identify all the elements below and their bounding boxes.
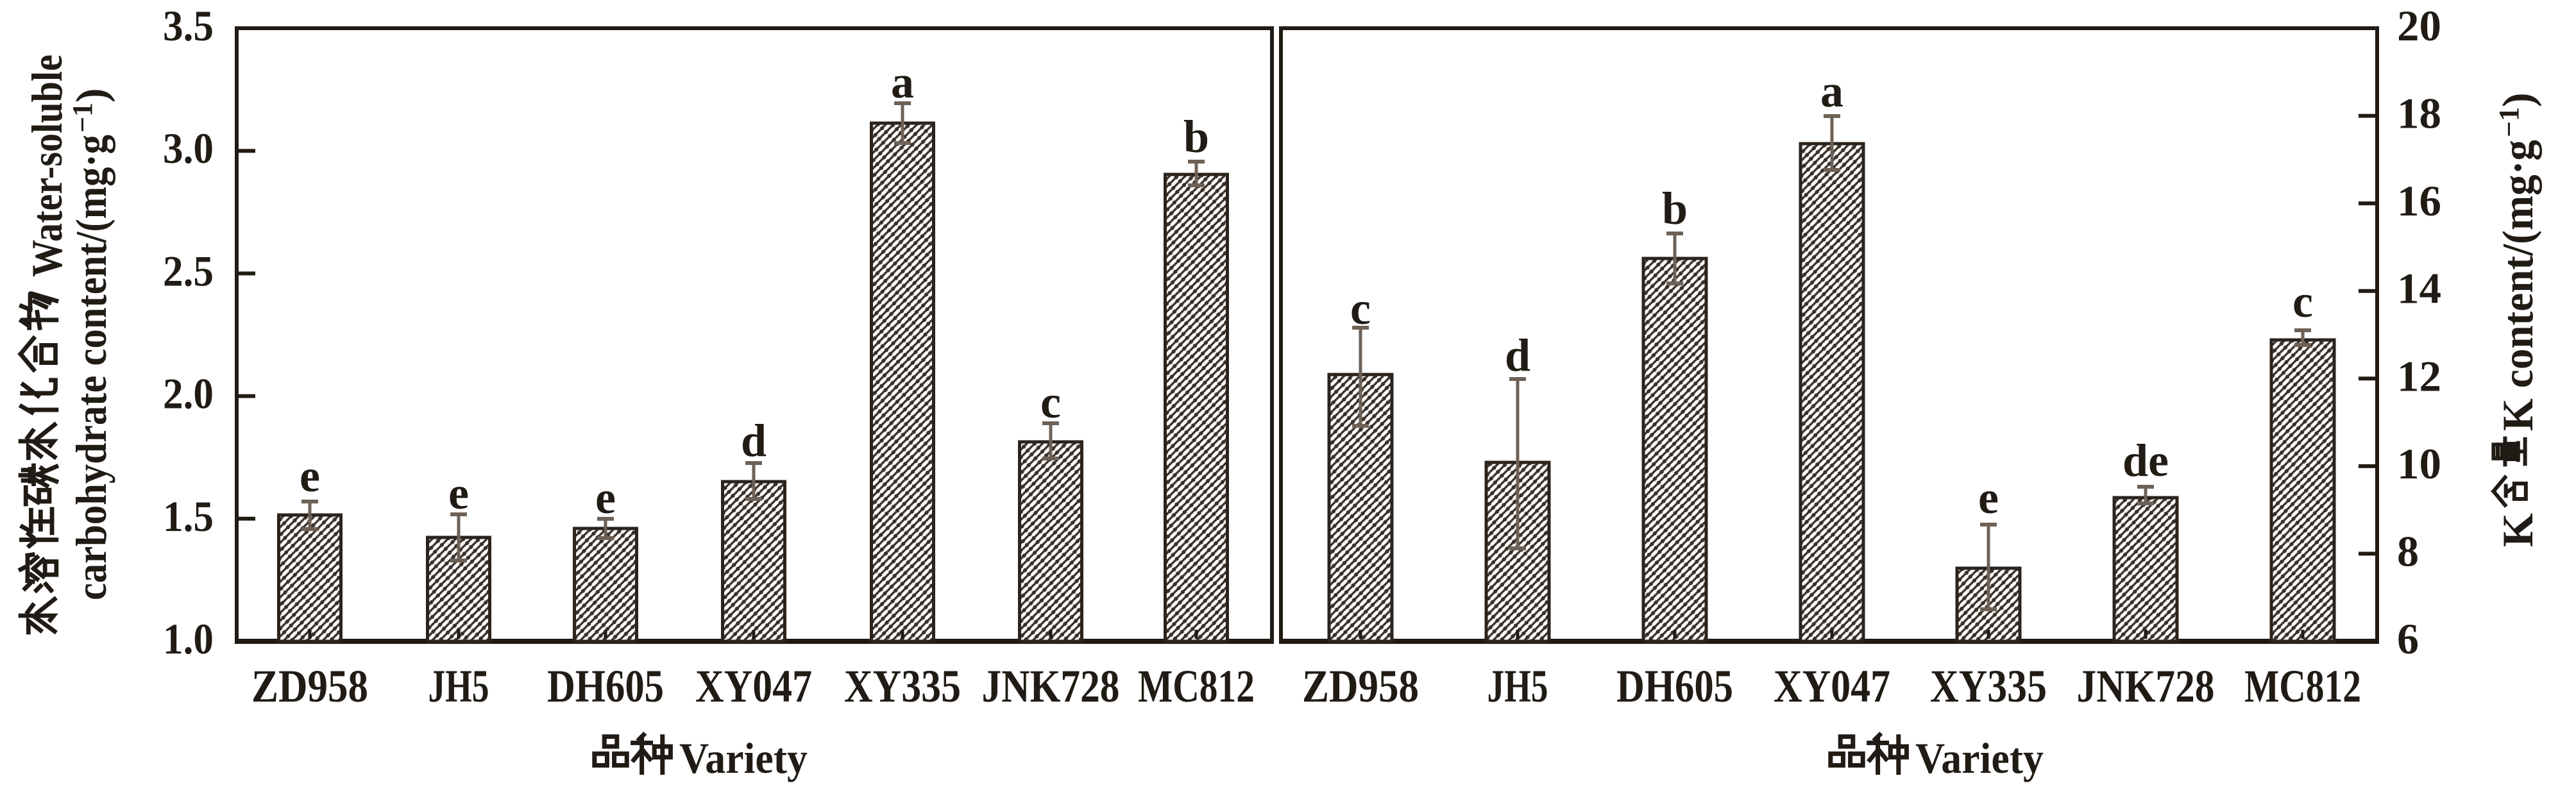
svg-text:6: 6 — [2397, 614, 2419, 663]
svg-text:MC812: MC812 — [2244, 661, 2361, 712]
svg-text:e: e — [595, 472, 616, 523]
svg-text:): ) — [67, 88, 115, 103]
svg-text:DH605: DH605 — [1616, 661, 1733, 712]
svg-text:K content/(mg·g: K content/(mg·g — [2493, 140, 2542, 431]
svg-text:2.0: 2.0 — [163, 369, 214, 418]
svg-text:12: 12 — [2397, 351, 2441, 400]
svg-text:c: c — [1040, 376, 1061, 428]
svg-text:XY335: XY335 — [844, 661, 961, 712]
svg-text:DH605: DH605 — [547, 661, 664, 712]
svg-text:Water-soluble: Water-soluble — [22, 55, 71, 277]
svg-text:JH5: JH5 — [428, 661, 489, 712]
svg-text:XY047: XY047 — [1774, 661, 1890, 712]
svg-text:20: 20 — [2397, 1, 2441, 50]
svg-text:Variety: Variety — [679, 734, 808, 782]
svg-text:): ) — [2493, 92, 2542, 107]
svg-text:XY047: XY047 — [695, 661, 812, 712]
svg-text:1.5: 1.5 — [163, 492, 214, 541]
svg-text:10: 10 — [2397, 439, 2441, 488]
svg-text:K: K — [2493, 513, 2542, 547]
svg-text:e: e — [448, 468, 469, 519]
svg-text:MC812: MC812 — [1138, 661, 1255, 712]
svg-text:c: c — [2292, 276, 2313, 327]
svg-text:−1: −1 — [67, 103, 98, 133]
svg-text:−1: −1 — [2493, 107, 2525, 137]
svg-text:Variety: Variety — [1915, 734, 2044, 782]
svg-text:18: 18 — [2397, 89, 2441, 138]
svg-text:de: de — [2123, 435, 2169, 486]
svg-text:a: a — [891, 56, 914, 108]
svg-text:2.5: 2.5 — [163, 246, 214, 295]
svg-text:e: e — [1978, 472, 1999, 523]
svg-text:8: 8 — [2397, 527, 2419, 575]
svg-text:e: e — [300, 450, 320, 502]
svg-text:1.0: 1.0 — [163, 614, 214, 663]
svg-text:3.5: 3.5 — [163, 1, 214, 50]
svg-text:14: 14 — [2397, 264, 2441, 313]
svg-text:16: 16 — [2397, 176, 2441, 225]
svg-text:ZD958: ZD958 — [251, 661, 368, 712]
svg-text:JNK728: JNK728 — [2077, 661, 2215, 712]
svg-text:b: b — [1662, 183, 1688, 234]
svg-text:ZD958: ZD958 — [1302, 661, 1419, 712]
svg-text:d: d — [1505, 330, 1530, 381]
svg-text:carbohydrate content/(mg·g: carbohydrate content/(mg·g — [67, 135, 115, 600]
svg-text:XY335: XY335 — [1930, 661, 2047, 712]
svg-text:c: c — [1350, 283, 1371, 334]
svg-text:a: a — [1820, 65, 1843, 117]
svg-text:JNK728: JNK728 — [982, 661, 1120, 712]
svg-text:b: b — [1183, 111, 1209, 162]
svg-text:d: d — [741, 415, 767, 466]
svg-text:3.0: 3.0 — [163, 124, 214, 173]
svg-text:JH5: JH5 — [1487, 661, 1548, 712]
